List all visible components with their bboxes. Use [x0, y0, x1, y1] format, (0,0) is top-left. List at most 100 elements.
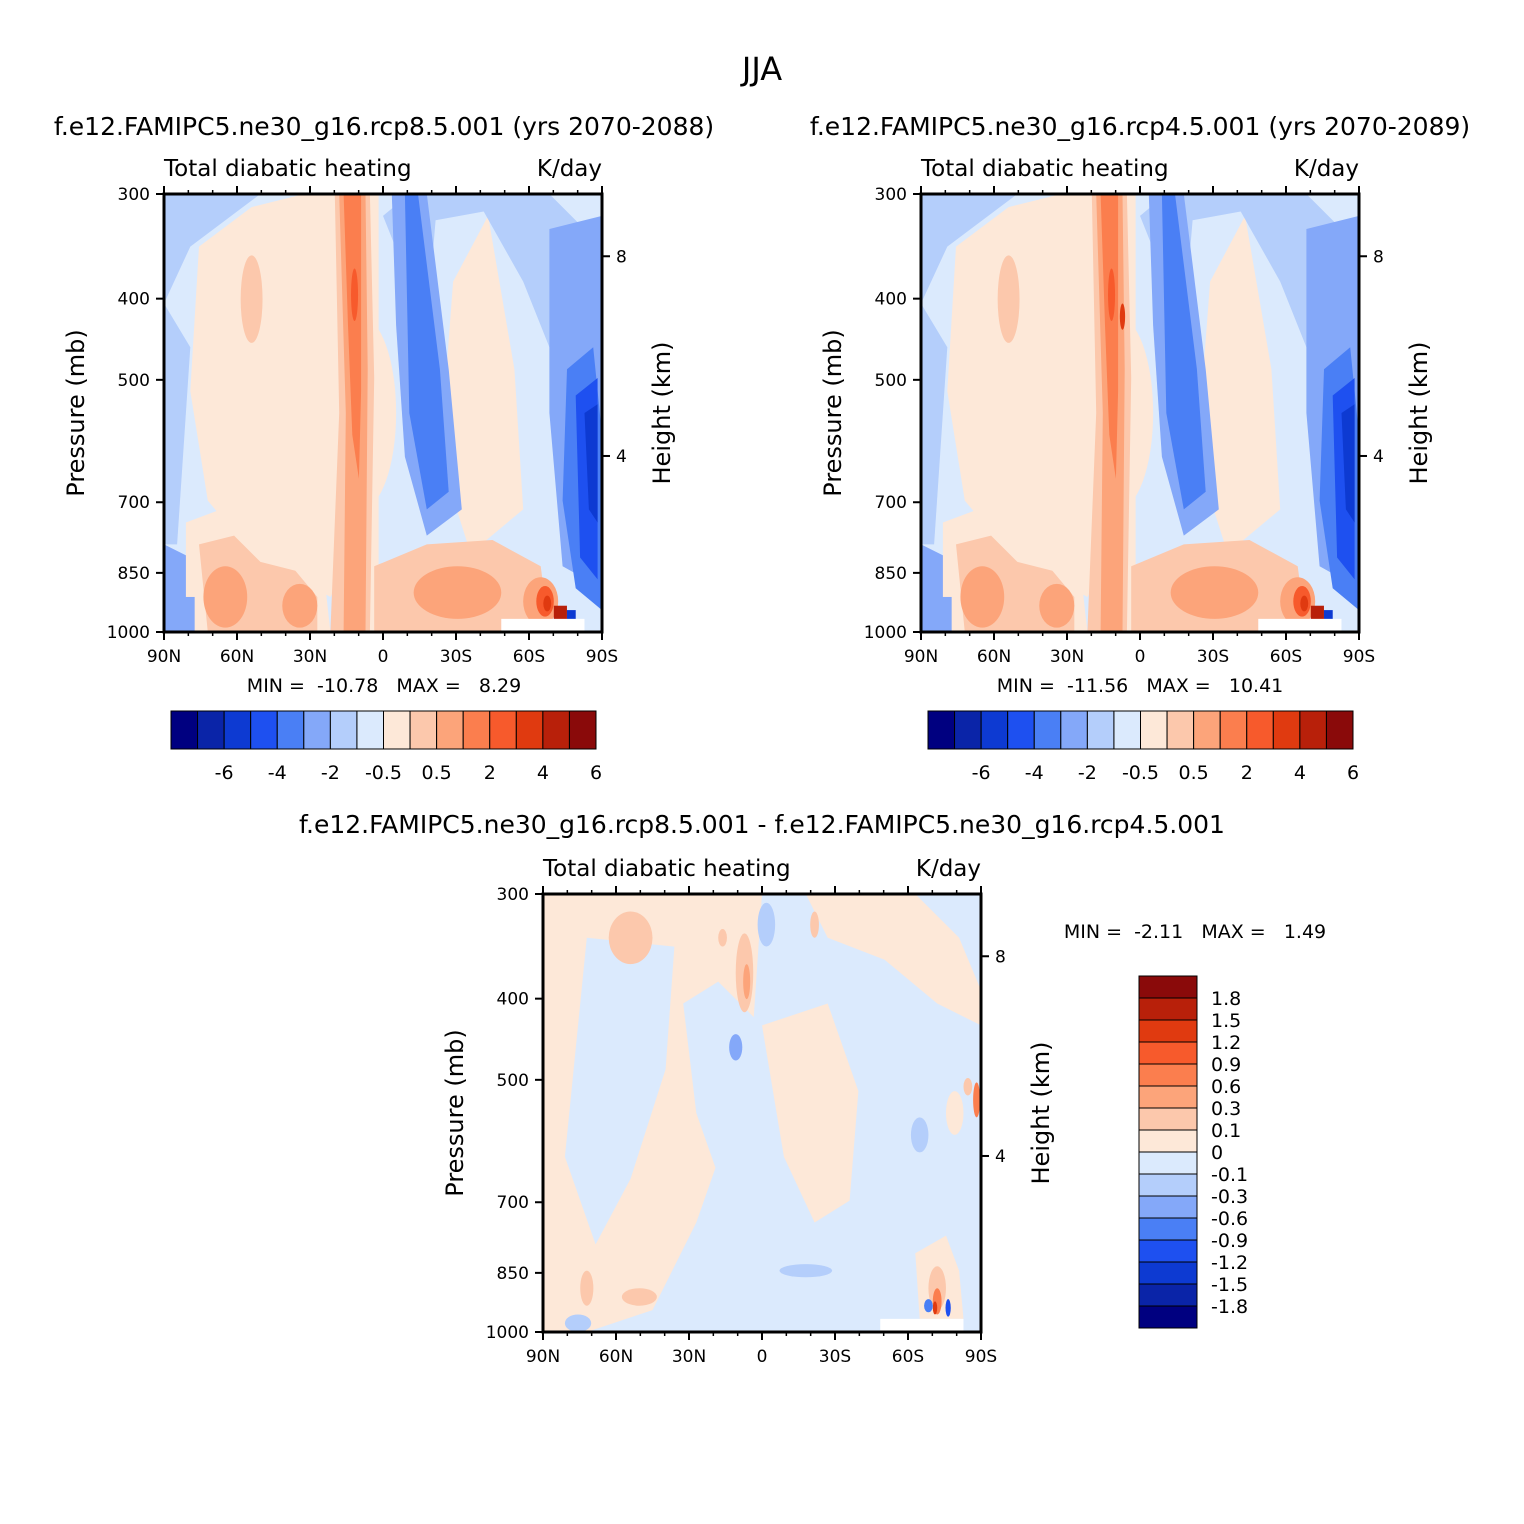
y-right-tick-label: 4	[995, 1147, 1006, 1167]
colorbar-box	[1138, 1019, 1198, 1043]
contour-fill	[779, 1264, 833, 1278]
x-tick-label: 90N	[147, 647, 181, 667]
colorbar-box	[1113, 710, 1141, 750]
contour-fill	[997, 255, 1020, 343]
units-label: K/day	[537, 156, 602, 182]
figure-title: JJA	[740, 50, 782, 88]
y-tick-label: 1000	[107, 623, 150, 643]
panel-diff: f.e12.FAMIPC5.ne30_g16.rcp8.5.001 - f.e1…	[299, 810, 1326, 1367]
variable-label: Total diabatic heating	[542, 856, 791, 882]
contour-fill	[1100, 194, 1119, 479]
contour-fill	[757, 902, 776, 947]
y-right-tick-label: 8	[616, 247, 627, 267]
colorbar-box	[1272, 710, 1301, 750]
colorbar-label: -6	[972, 762, 991, 784]
contour-fill	[282, 583, 318, 628]
contour-field	[921, 194, 1359, 632]
colorbar-box	[1138, 1085, 1198, 1109]
colorbar-label: 0.5	[422, 762, 452, 784]
colorbar-box	[1138, 1063, 1198, 1087]
colorbar-box	[1246, 710, 1274, 750]
x-tick-label: 30N	[672, 1347, 706, 1367]
colorbar-label: -0.3	[1211, 1186, 1248, 1208]
y-right-axis-title: Height (km)	[1405, 342, 1433, 485]
colorbar-box	[1138, 1283, 1198, 1307]
panel-left: f.e12.FAMIPC5.ne30_g16.rcp8.5.001 (yrs 2…	[54, 112, 714, 784]
contour-fill	[880, 1318, 964, 1332]
colorbar-box	[1138, 1239, 1198, 1263]
colorbar-box	[1325, 710, 1354, 750]
contour-fill	[240, 255, 263, 343]
units-label: K/day	[1294, 156, 1359, 182]
contour-fill	[584, 404, 598, 523]
colorbar-label: 6	[590, 762, 602, 784]
colorbar-box	[409, 710, 438, 750]
colorbar-label: 1.8	[1211, 988, 1241, 1010]
contour-fill	[932, 1301, 938, 1315]
y-right-axis-title: Height (km)	[1027, 1042, 1055, 1185]
colorbar-label: -1.5	[1211, 1274, 1248, 1296]
y-tick-label: 1000	[486, 1323, 529, 1343]
y-tick-label: 700	[875, 493, 907, 513]
colorbar-label: -4	[268, 762, 287, 784]
contour-fill	[1196, 215, 1281, 554]
colorbar-box	[1138, 997, 1198, 1021]
contour-fill	[1170, 566, 1259, 619]
x-tick-label: 90N	[526, 1347, 560, 1367]
contour-fill	[608, 911, 653, 965]
y-tick-label: 400	[497, 990, 529, 1010]
y-axis-title: Pressure (mb)	[819, 329, 847, 496]
contour-fill	[203, 566, 248, 628]
contour-fill	[439, 215, 524, 554]
contour-fill	[1341, 404, 1355, 523]
min-max-label: MIN = -10.78 MAX = 8.29	[247, 675, 521, 697]
contour-fill	[580, 1270, 594, 1306]
colorbar-label: -0.6	[1211, 1208, 1248, 1230]
colorbar-box	[436, 710, 464, 750]
y-tick-label: 1000	[864, 623, 907, 643]
colorbar-box	[1138, 1217, 1198, 1241]
y-right-tick-label: 4	[616, 447, 627, 467]
contour-field	[543, 894, 981, 1332]
colorbar-box	[1140, 710, 1168, 750]
y-right-axis-title: Height (km)	[648, 342, 676, 485]
colorbar-box	[223, 710, 252, 750]
colorbar-box	[329, 710, 358, 750]
colorbar-box	[515, 710, 544, 750]
contour-fill	[1258, 618, 1342, 632]
y-right-tick-label: 8	[1373, 247, 1384, 267]
y-tick-label: 300	[497, 885, 529, 905]
contour-fill	[351, 268, 359, 322]
colorbar-box	[276, 710, 305, 750]
contour-fill	[164, 194, 261, 304]
colorbar-box	[489, 710, 517, 750]
colorbar-box	[1086, 710, 1115, 750]
x-tick-label: 90S	[965, 1347, 997, 1367]
contour-fill	[164, 303, 191, 545]
y-axis-title: Pressure (mb)	[62, 329, 90, 496]
contour-fill	[1108, 268, 1116, 322]
x-tick-label: 60N	[599, 1347, 633, 1367]
x-tick-label: 60S	[1270, 647, 1302, 667]
contour-fill	[718, 929, 727, 947]
colorbar-box	[1138, 1129, 1198, 1153]
colorbar-box	[1138, 1305, 1198, 1329]
colorbar-box	[1193, 710, 1221, 750]
colorbar-label: 0.5	[1179, 762, 1209, 784]
contour-fill	[921, 303, 948, 545]
min-max-label: MIN = -2.11 MAX = 1.49	[1064, 921, 1326, 943]
colorbar-box	[1138, 1261, 1198, 1285]
colorbar-label: -0.5	[1122, 762, 1159, 784]
contour-fill	[921, 194, 1018, 304]
units-label: K/day	[916, 856, 981, 882]
colorbar-label: 2	[484, 762, 496, 784]
colorbar-box	[1138, 1041, 1198, 1065]
contour-fill	[383, 194, 602, 392]
colorbar-label: -1.8	[1211, 1296, 1248, 1318]
y-tick-label: 700	[118, 493, 150, 513]
x-tick-label: 90N	[904, 647, 938, 667]
panels: f.e12.FAMIPC5.ne30_g16.rcp8.5.001 (yrs 2…	[54, 112, 1470, 1367]
colorbar-label: 0.9	[1211, 1054, 1241, 1076]
colorbar-box	[1138, 1107, 1198, 1131]
